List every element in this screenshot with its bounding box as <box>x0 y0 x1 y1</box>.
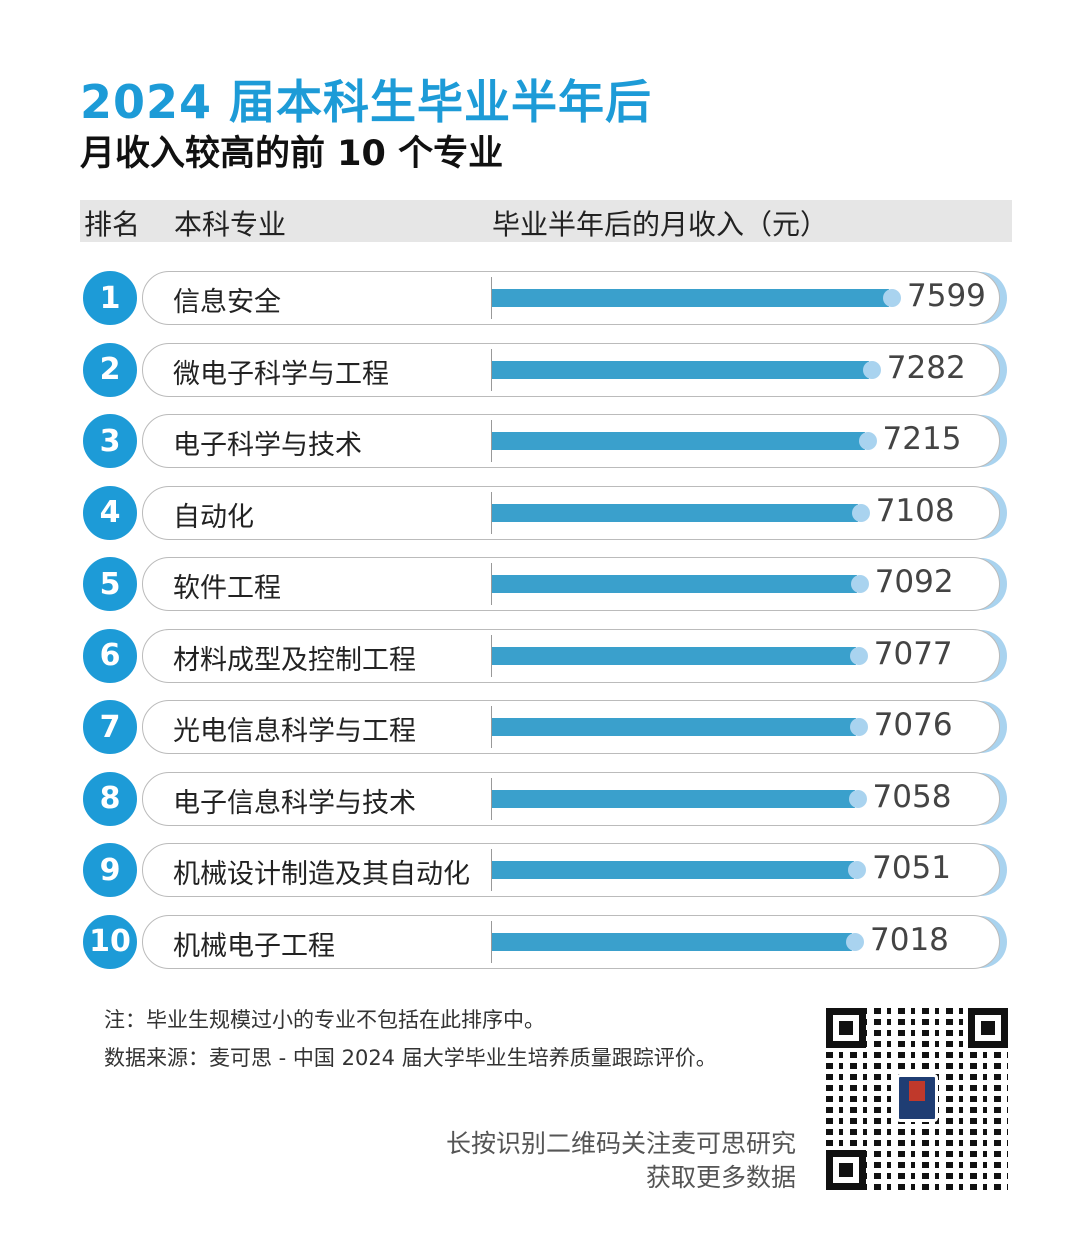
bar-end-cap <box>850 575 869 593</box>
value-label: 7215 <box>882 421 962 457</box>
rank-badge: 4 <box>80 482 140 543</box>
bar-end-cap <box>848 861 867 879</box>
rank-badge: 3 <box>80 411 140 471</box>
major-label: 软件工程 <box>173 573 281 604</box>
bar-end-cap <box>862 360 881 379</box>
major-label: 信息安全 <box>173 287 281 318</box>
value-label: 7108 <box>875 492 955 529</box>
table-row: 5 软件工程 7092 <box>80 554 1012 614</box>
table-row: 9 机械设计制造及其自动化 7051 <box>80 840 1012 900</box>
note-text: 注：毕业生规模过小的专业不包括在此排序中。 <box>104 1008 545 1032</box>
value-label: 7051 <box>872 850 951 886</box>
rank-badge: 1 <box>80 268 140 328</box>
major-label: 电子科学与技术 <box>173 430 362 461</box>
bar-axis-line <box>491 348 492 391</box>
header-major: 本科专业 <box>174 208 287 241</box>
major-label: 光电信息科学与工程 <box>173 716 416 747</box>
major-label: 机械电子工程 <box>173 930 335 962</box>
major-label: 微电子科学与工程 <box>173 358 389 390</box>
rank-badge: 10 <box>80 911 140 972</box>
income-bar <box>492 718 856 736</box>
rank-badge: 9 <box>80 840 140 900</box>
income-bar <box>492 932 852 951</box>
value-label: 7599 <box>907 278 986 314</box>
rank-badge: 8 <box>80 768 140 829</box>
value-label: 7058 <box>872 778 952 815</box>
value-label: 7077 <box>873 635 953 672</box>
header-rank: 排名 <box>84 208 141 241</box>
table-row: 6 材料成型及控制工程 7077 <box>80 625 1012 686</box>
value-label: 7092 <box>874 564 954 600</box>
source-text: 数据来源：麦可思 - 中国 2024 届大学毕业生培养质量跟踪评价。 <box>104 1046 717 1070</box>
bar-end-cap <box>848 789 867 808</box>
income-bar <box>492 289 889 307</box>
major-label: 材料成型及控制工程 <box>173 644 416 676</box>
bar-axis-line <box>491 491 492 534</box>
income-bar <box>492 646 856 665</box>
value-label: 7076 <box>873 707 953 743</box>
bar-axis-line <box>491 634 492 677</box>
qr-code[interactable] <box>826 1008 1008 1190</box>
table-row: 3 电子科学与技术 7215 <box>80 411 1012 471</box>
bar-end-cap <box>849 718 868 736</box>
income-bar <box>492 861 855 879</box>
bar-axis-line <box>491 420 492 462</box>
value-label: 7282 <box>886 349 966 386</box>
bar-end-cap <box>851 503 870 522</box>
table-row: 8 电子信息科学与技术 7058 <box>80 768 1012 829</box>
bar-axis-line <box>491 849 492 891</box>
bar-axis-line <box>491 920 492 963</box>
qr-finder <box>826 1150 866 1190</box>
cta-line-2: 获取更多数据 <box>645 1163 796 1192</box>
value-label: 7018 <box>870 921 949 958</box>
brand-logo-icon <box>896 1074 938 1122</box>
rank-badge: 6 <box>80 625 140 686</box>
income-bar <box>492 360 869 379</box>
header-income: 毕业半年后的月收入（元） <box>492 208 829 241</box>
table-row: 2 微电子科学与工程 7282 <box>80 339 1012 400</box>
table-row: 4 自动化 7108 <box>80 482 1012 543</box>
table-row: 1 信息安全 7599 <box>80 268 1012 328</box>
major-label: 机械设计制造及其自动化 <box>173 859 470 890</box>
bar-axis-line <box>491 777 492 820</box>
bar-end-cap <box>858 432 877 450</box>
income-bar <box>492 503 858 522</box>
bar-axis-line <box>491 563 492 605</box>
qr-finder <box>968 1008 1008 1048</box>
major-label: 电子信息科学与技术 <box>173 787 416 819</box>
bar-end-cap <box>849 646 868 665</box>
rank-badge: 2 <box>80 339 140 400</box>
cta-line-1: 长按识别二维码关注麦可思研究 <box>445 1129 796 1158</box>
table-row: 7 光电信息科学与工程 7076 <box>80 697 1012 757</box>
income-bar <box>492 789 855 808</box>
major-label: 自动化 <box>173 501 254 533</box>
bar-end-cap <box>883 289 901 307</box>
qr-finder <box>826 1008 866 1048</box>
chart-subtitle: 月收入较高的前 10 个专业 <box>80 134 504 174</box>
rank-badge: 5 <box>80 554 140 614</box>
bar-axis-line <box>491 277 492 319</box>
rank-badge: 7 <box>80 697 140 757</box>
table-row: 10 机械电子工程 7018 <box>80 911 1012 972</box>
bar-end-cap <box>846 932 864 951</box>
income-bar <box>492 432 865 450</box>
table-header: 排名 本科专业 毕业半年后的月收入（元） <box>80 200 1012 242</box>
bar-axis-line <box>491 706 492 748</box>
chart-title: 2024 届本科生毕业半年后 <box>80 75 653 129</box>
income-bar <box>492 575 857 593</box>
